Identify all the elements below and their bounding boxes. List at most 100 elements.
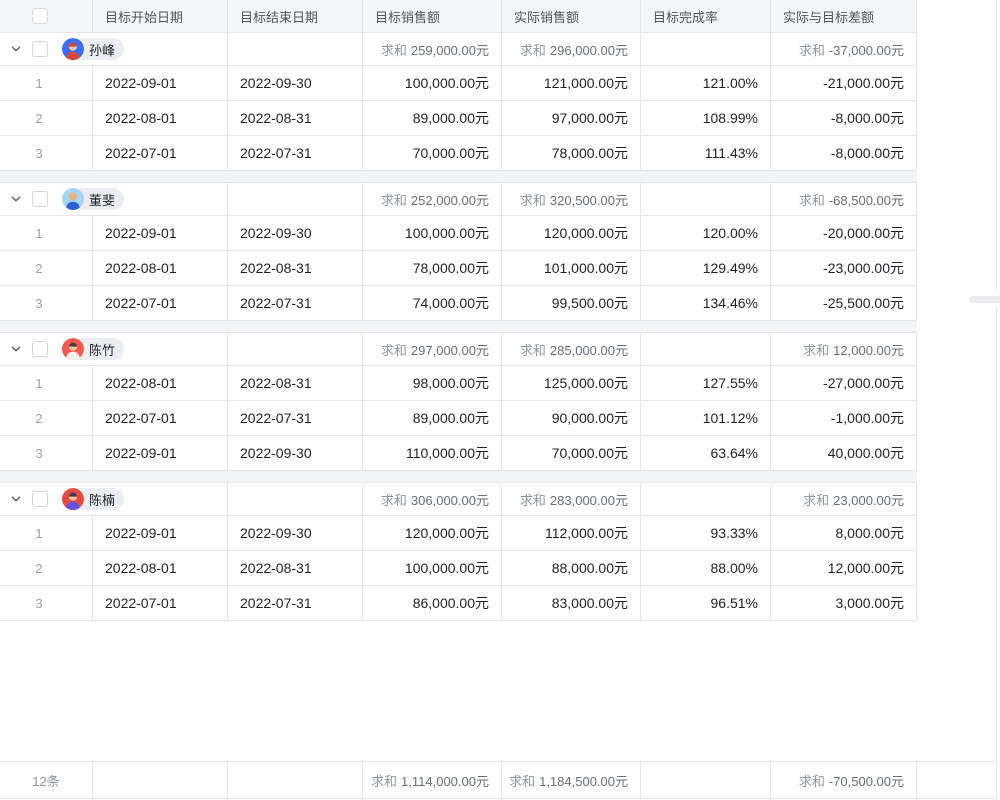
cell-actual-sales[interactable]: 88,000.00元 [502, 551, 641, 586]
cell-actual-sales[interactable]: 70,000.00元 [502, 436, 641, 471]
cell-actual-sales[interactable]: 125,000.00元 [502, 366, 641, 401]
cell-end-date[interactable]: 2022-09-30 [228, 516, 363, 551]
cell-start-date[interactable]: 2022-09-01 [93, 516, 228, 551]
cell-value: 78,000.00元 [551, 145, 628, 161]
cell-completion-rate[interactable]: 101.12% [641, 401, 771, 436]
cell-difference[interactable]: 8,000.00元 [771, 516, 917, 551]
cell-value: 90,000.00元 [551, 410, 628, 426]
cell-actual-sales[interactable]: 78,000.00元 [502, 136, 641, 171]
cell-target-sales[interactable]: 98,000.00元 [363, 366, 502, 401]
data-table: 目标开始日期 目标结束日期 目标销售额 实际销售额 目标完成率 实际与目标差额 … [0, 0, 917, 621]
column-header-completion-rate[interactable]: 目标完成率 [641, 0, 771, 33]
cell-actual-sales[interactable]: 83,000.00元 [502, 586, 641, 621]
chevron-down-icon[interactable] [10, 493, 22, 505]
cell-value: 100,000.00元 [404, 75, 489, 91]
cell-start-date[interactable]: 2022-09-01 [93, 436, 228, 471]
cell-value: 70,000.00元 [551, 445, 628, 461]
chevron-down-icon[interactable] [10, 193, 22, 205]
cell-target-sales[interactable]: 120,000.00元 [363, 516, 502, 551]
column-header-end-date[interactable]: 目标结束日期 [228, 0, 363, 33]
cell-completion-rate[interactable]: 111.43% [641, 136, 771, 171]
cell-completion-rate[interactable]: 63.64% [641, 436, 771, 471]
cell-difference[interactable]: -20,000.00元 [771, 216, 917, 251]
cell-target-sales[interactable]: 74,000.00元 [363, 286, 502, 321]
cell-target-sales[interactable]: 100,000.00元 [363, 66, 502, 101]
cell-completion-rate[interactable]: 93.33% [641, 516, 771, 551]
cell-target-sales[interactable]: 110,000.00元 [363, 436, 502, 471]
group-header-row: 董斐 求和 252,000.00元 求和 320,500.00元 求和 -68,500.00… [0, 183, 917, 216]
cell-completion-rate[interactable]: 96.51% [641, 586, 771, 621]
cell-start-date[interactable]: 2022-08-01 [93, 101, 228, 136]
cell-end-date[interactable]: 2022-07-31 [228, 401, 363, 436]
chevron-down-icon[interactable] [10, 343, 22, 355]
group-select-checkbox[interactable] [32, 491, 48, 507]
column-header-difference[interactable]: 实际与目标差额 [771, 0, 917, 33]
cell-completion-rate[interactable]: 120.00% [641, 216, 771, 251]
cell-actual-sales[interactable]: 97,000.00元 [502, 101, 641, 136]
cell-completion-rate[interactable]: 134.46% [641, 286, 771, 321]
cell-difference[interactable]: -23,000.00元 [771, 251, 917, 286]
cell-difference[interactable]: -27,000.00元 [771, 366, 917, 401]
cell-target-sales[interactable]: 100,000.00元 [363, 551, 502, 586]
row-number: 2 [35, 560, 43, 576]
group-select-checkbox[interactable] [32, 191, 48, 207]
select-all-checkbox[interactable] [32, 8, 48, 24]
cell-difference[interactable]: -25,500.00元 [771, 286, 917, 321]
cell-end-date[interactable]: 2022-08-31 [228, 366, 363, 401]
group-empty-cell [228, 333, 363, 366]
cell-completion-rate[interactable]: 108.99% [641, 101, 771, 136]
cell-start-date[interactable]: 2022-07-01 [93, 286, 228, 321]
cell-start-date[interactable]: 2022-08-01 [93, 251, 228, 286]
cell-start-date[interactable]: 2022-09-01 [93, 216, 228, 251]
footer-empty-cell [228, 762, 363, 798]
cell-end-date[interactable]: 2022-08-31 [228, 101, 363, 136]
group-select-checkbox[interactable] [32, 341, 48, 357]
cell-start-date[interactable]: 2022-08-01 [93, 366, 228, 401]
cell-end-date[interactable]: 2022-09-30 [228, 436, 363, 471]
cell-end-date[interactable]: 2022-07-31 [228, 286, 363, 321]
cell-end-date[interactable]: 2022-07-31 [228, 136, 363, 171]
cell-actual-sales[interactable]: 121,000.00元 [502, 66, 641, 101]
cell-completion-rate[interactable]: 129.49% [641, 251, 771, 286]
cell-start-date[interactable]: 2022-07-01 [93, 586, 228, 621]
cell-actual-sales[interactable]: 90,000.00元 [502, 401, 641, 436]
cell-actual-sales[interactable]: 101,000.00元 [502, 251, 641, 286]
cell-start-date[interactable]: 2022-07-01 [93, 136, 228, 171]
cell-completion-rate[interactable]: 127.55% [641, 366, 771, 401]
cell-end-date[interactable]: 2022-08-31 [228, 551, 363, 586]
cell-actual-sales[interactable]: 112,000.00元 [502, 516, 641, 551]
cell-end-date[interactable]: 2022-07-31 [228, 586, 363, 621]
cell-target-sales[interactable]: 78,000.00元 [363, 251, 502, 286]
chevron-down-icon[interactable] [10, 43, 22, 55]
cell-target-sales[interactable]: 70,000.00元 [363, 136, 502, 171]
cell-difference[interactable]: 40,000.00元 [771, 436, 917, 471]
horizontal-scrollbar-thumb[interactable] [969, 296, 1000, 303]
cell-actual-sales[interactable]: 120,000.00元 [502, 216, 641, 251]
cell-end-date[interactable]: 2022-09-30 [228, 66, 363, 101]
cell-end-date[interactable]: 2022-09-30 [228, 216, 363, 251]
column-header-start-date[interactable]: 目标开始日期 [93, 0, 228, 33]
cell-target-sales[interactable]: 89,000.00元 [363, 401, 502, 436]
cell-start-date[interactable]: 2022-08-01 [93, 551, 228, 586]
cell-difference[interactable]: -1,000.00元 [771, 401, 917, 436]
group-select-checkbox[interactable] [32, 41, 48, 57]
cell-value: 86,000.00元 [412, 595, 489, 611]
cell-difference[interactable]: 3,000.00元 [771, 586, 917, 621]
cell-difference[interactable]: -21,000.00元 [771, 66, 917, 101]
cell-difference[interactable]: -8,000.00元 [771, 101, 917, 136]
cell-value: 96.51% [710, 595, 758, 611]
cell-target-sales[interactable]: 86,000.00元 [363, 586, 502, 621]
cell-end-date[interactable]: 2022-08-31 [228, 251, 363, 286]
cell-completion-rate[interactable]: 121.00% [641, 66, 771, 101]
column-header-target-sales[interactable]: 目标销售额 [363, 0, 502, 33]
cell-start-date[interactable]: 2022-09-01 [93, 66, 228, 101]
cell-actual-sales[interactable]: 99,500.00元 [502, 286, 641, 321]
row-number-cell: 1 [0, 66, 93, 101]
column-header-actual-sales[interactable]: 实际销售额 [502, 0, 641, 33]
cell-completion-rate[interactable]: 88.00% [641, 551, 771, 586]
cell-target-sales[interactable]: 89,000.00元 [363, 101, 502, 136]
cell-target-sales[interactable]: 100,000.00元 [363, 216, 502, 251]
cell-difference[interactable]: 12,000.00元 [771, 551, 917, 586]
cell-start-date[interactable]: 2022-07-01 [93, 401, 228, 436]
cell-difference[interactable]: -8,000.00元 [771, 136, 917, 171]
